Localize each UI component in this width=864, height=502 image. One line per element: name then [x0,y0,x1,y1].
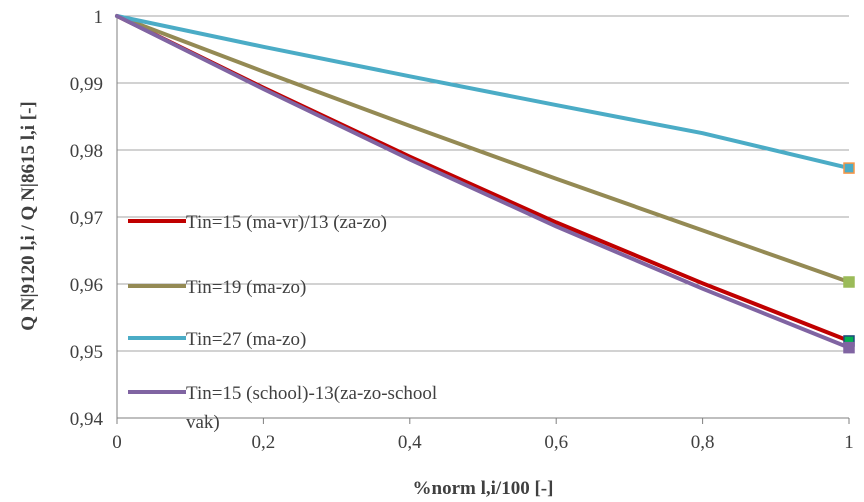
legend: Tin=15 (ma-vr)/13 (za-zo) Tin=19 (ma-zo) T… [128,212,437,433]
x-tick-label: 1 [844,432,854,453]
legend-label: Tin=19 (ma-zo) [186,277,306,298]
x-tick-label: 0 [112,432,122,453]
legend-label: Tin=27 (ma-zo) [186,329,306,350]
x-tick-label: 0,8 [691,432,715,453]
y-tick-label: 0,95 [70,342,103,363]
y-tick-label: 0,94 [70,409,104,430]
x-tick-label: 0,6 [544,432,568,453]
x-tick-label: 0,4 [398,432,422,453]
y-tick-label: 0,97 [70,208,103,229]
series-end-marker [844,163,854,173]
legend-label: Tin=15 (ma-vr)/13 (za-zo) [186,212,387,233]
y-tick-label: 0,98 [70,141,103,162]
series-lines [117,16,854,353]
grid-lines [117,16,849,351]
legend-label: Tin=15 (school)-13(za-zo-school [186,383,437,404]
series-line [117,16,849,168]
y-tick-label: 1 [94,7,104,28]
x-axis-title: %norm l,i/100 [-] [413,478,554,499]
series-line [117,16,849,282]
y-tick-label: 0,96 [70,275,103,296]
series-end-marker [844,277,854,287]
y-tick-label: 0,99 [70,74,103,95]
y-tick-labels: 0,94 0,95 0,96 0,97 0,98 0,99 1 [70,7,104,430]
legend-label: vak) [186,412,220,433]
y-axis-title: Q N|9120 l,i / Q N|8615 l,i [-] [18,101,39,331]
x-tick-labels: 0 0,2 0,4 0,6 0,8 1 [112,432,854,453]
series-end-marker [844,343,854,353]
x-tick-label: 0,2 [252,432,276,453]
